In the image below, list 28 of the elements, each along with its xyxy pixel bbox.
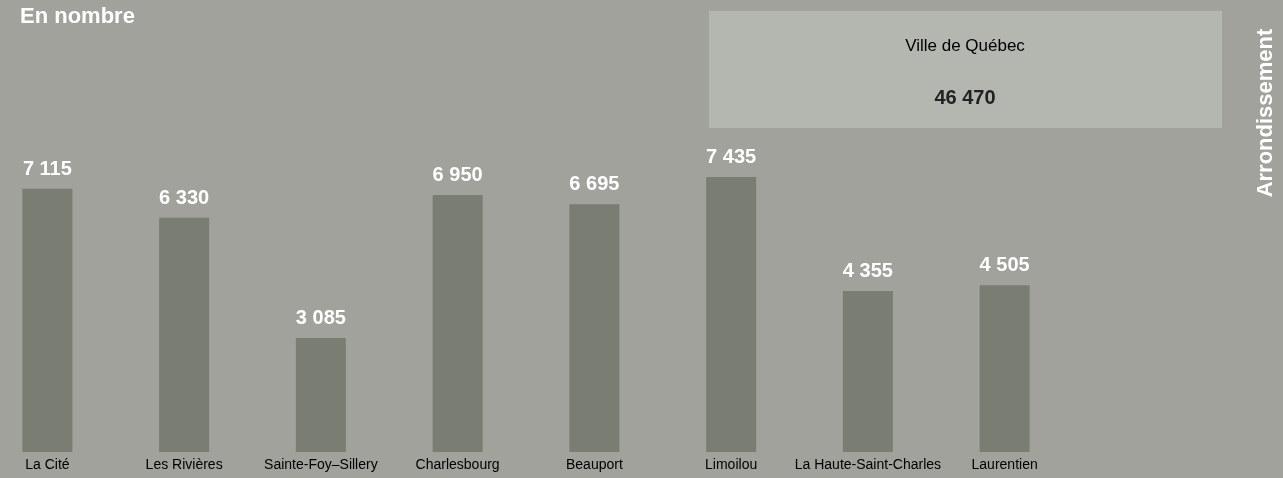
x-tick-label: Les Rivières (145, 456, 223, 472)
x-tick-label: Sainte-Foy–Sillery (264, 456, 378, 472)
bar (842, 290, 893, 452)
data-label: 4 355 (842, 258, 893, 281)
data-label: 6 695 (569, 172, 620, 195)
bar (979, 285, 1030, 452)
data-label: 4 505 (979, 253, 1030, 276)
text: Ville de Québec (905, 36, 1026, 55)
bar (159, 217, 210, 452)
x-tick-label: Limoilou (705, 456, 758, 472)
chart-title: En nombre (20, 3, 135, 28)
bar (295, 337, 346, 452)
data-label: 6 330 (159, 185, 210, 208)
bar (22, 188, 73, 452)
x-tick-label: Laurentien (971, 456, 1038, 472)
text: Arrondissement (1252, 27, 1277, 198)
bar (432, 194, 483, 452)
x-tick-label: La Cité (25, 456, 70, 472)
text: 46 470 (934, 86, 996, 108)
x-tick-label: La Haute-Saint-Charles (794, 456, 942, 472)
x-tick-label: Beauport (565, 456, 623, 472)
data-label: 6 950 (432, 162, 483, 185)
x-tick-label: Charlesbourg (415, 456, 500, 472)
data-label: 7 115 (22, 156, 72, 179)
bar (706, 177, 757, 452)
data-label: 3 085 (295, 305, 346, 328)
data-label: 7 435 (706, 145, 757, 167)
bar (569, 204, 620, 452)
